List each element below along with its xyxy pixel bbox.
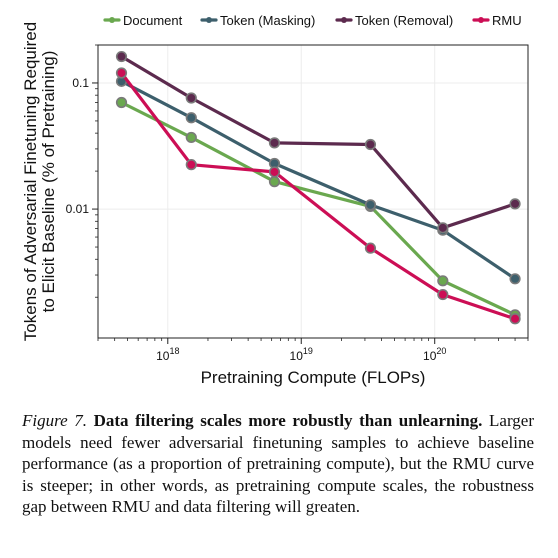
data-point-rmu bbox=[509, 313, 521, 325]
series-line-token-removal bbox=[119, 54, 517, 230]
y-axis-title-line-2: to Elicit Baseline (% of Pretraining) bbox=[39, 51, 58, 313]
x-tick-label: 1020 bbox=[423, 346, 446, 363]
legend-marker bbox=[341, 17, 347, 23]
legend-item-token-removal: Token (Removal) bbox=[335, 13, 453, 28]
series-line-token-masking bbox=[119, 79, 517, 281]
data-point-rmu bbox=[364, 242, 377, 254]
legend-label: Token (Removal) bbox=[355, 13, 453, 28]
series-layer bbox=[115, 50, 521, 325]
data-point-rmu bbox=[115, 67, 128, 79]
data-point-token-removal bbox=[115, 50, 128, 63]
series-token-removal bbox=[115, 50, 521, 234]
data-point-token-masking bbox=[364, 199, 377, 211]
data-point-token-removal bbox=[509, 198, 521, 210]
caption-label: Figure 7. bbox=[22, 411, 87, 430]
figure-caption: Figure 7. Data filtering scales more rob… bbox=[22, 410, 534, 518]
series-token-masking bbox=[115, 75, 521, 285]
legend-label: Document bbox=[123, 13, 183, 28]
legend-marker bbox=[109, 17, 115, 23]
y-tick-label: 0.1 bbox=[72, 76, 89, 90]
legend-item-document: Document bbox=[103, 13, 183, 28]
data-point-token-masking bbox=[185, 112, 197, 124]
line-chart: Document Token (Masking) Token (Removal) RM… bbox=[21, 13, 529, 387]
x-tick-label: 1018 bbox=[156, 346, 179, 363]
data-point-rmu bbox=[437, 288, 449, 301]
y-axis-title-line-1: Tokens of Adversarial Finetuning Require… bbox=[21, 22, 40, 341]
x-axis-ticks: 1018 1019 1020 bbox=[97, 338, 529, 363]
caption-body: Larger models need fewer adversarial fin… bbox=[22, 411, 535, 516]
data-point-token-removal bbox=[268, 137, 281, 149]
plot-area-frame bbox=[97, 44, 529, 339]
legend-label: Token (Masking) bbox=[220, 13, 315, 28]
data-point-rmu bbox=[268, 166, 281, 178]
data-point-token-removal bbox=[364, 138, 377, 151]
data-point-document bbox=[185, 131, 197, 144]
legend-label: RMU bbox=[492, 13, 522, 28]
x-tick-label: 1019 bbox=[290, 346, 313, 363]
data-point-token-removal bbox=[437, 222, 449, 234]
data-point-rmu bbox=[185, 159, 197, 171]
series-rmu bbox=[115, 67, 521, 325]
legend-item-token-masking: Token (Masking) bbox=[200, 13, 315, 28]
caption-title: Data filtering scales more robustly than… bbox=[93, 411, 483, 430]
y-axis-ticks: 0.01 0.1 bbox=[66, 44, 98, 298]
data-point-document bbox=[437, 275, 449, 287]
series-line-rmu bbox=[119, 71, 517, 321]
legend-item-rmu: RMU bbox=[472, 13, 522, 28]
legend-marker bbox=[478, 17, 484, 23]
series-line-document bbox=[119, 100, 517, 317]
legend: Document Token (Masking) Token (Removal) RM… bbox=[103, 13, 522, 28]
y-tick-label: 0.01 bbox=[66, 202, 90, 216]
data-point-document bbox=[115, 96, 128, 109]
data-point-token-removal bbox=[185, 92, 197, 104]
data-point-document bbox=[268, 176, 281, 188]
legend-marker bbox=[206, 17, 212, 23]
x-axis-title: Pretraining Compute (FLOPs) bbox=[201, 368, 426, 387]
data-point-token-masking bbox=[509, 273, 521, 285]
